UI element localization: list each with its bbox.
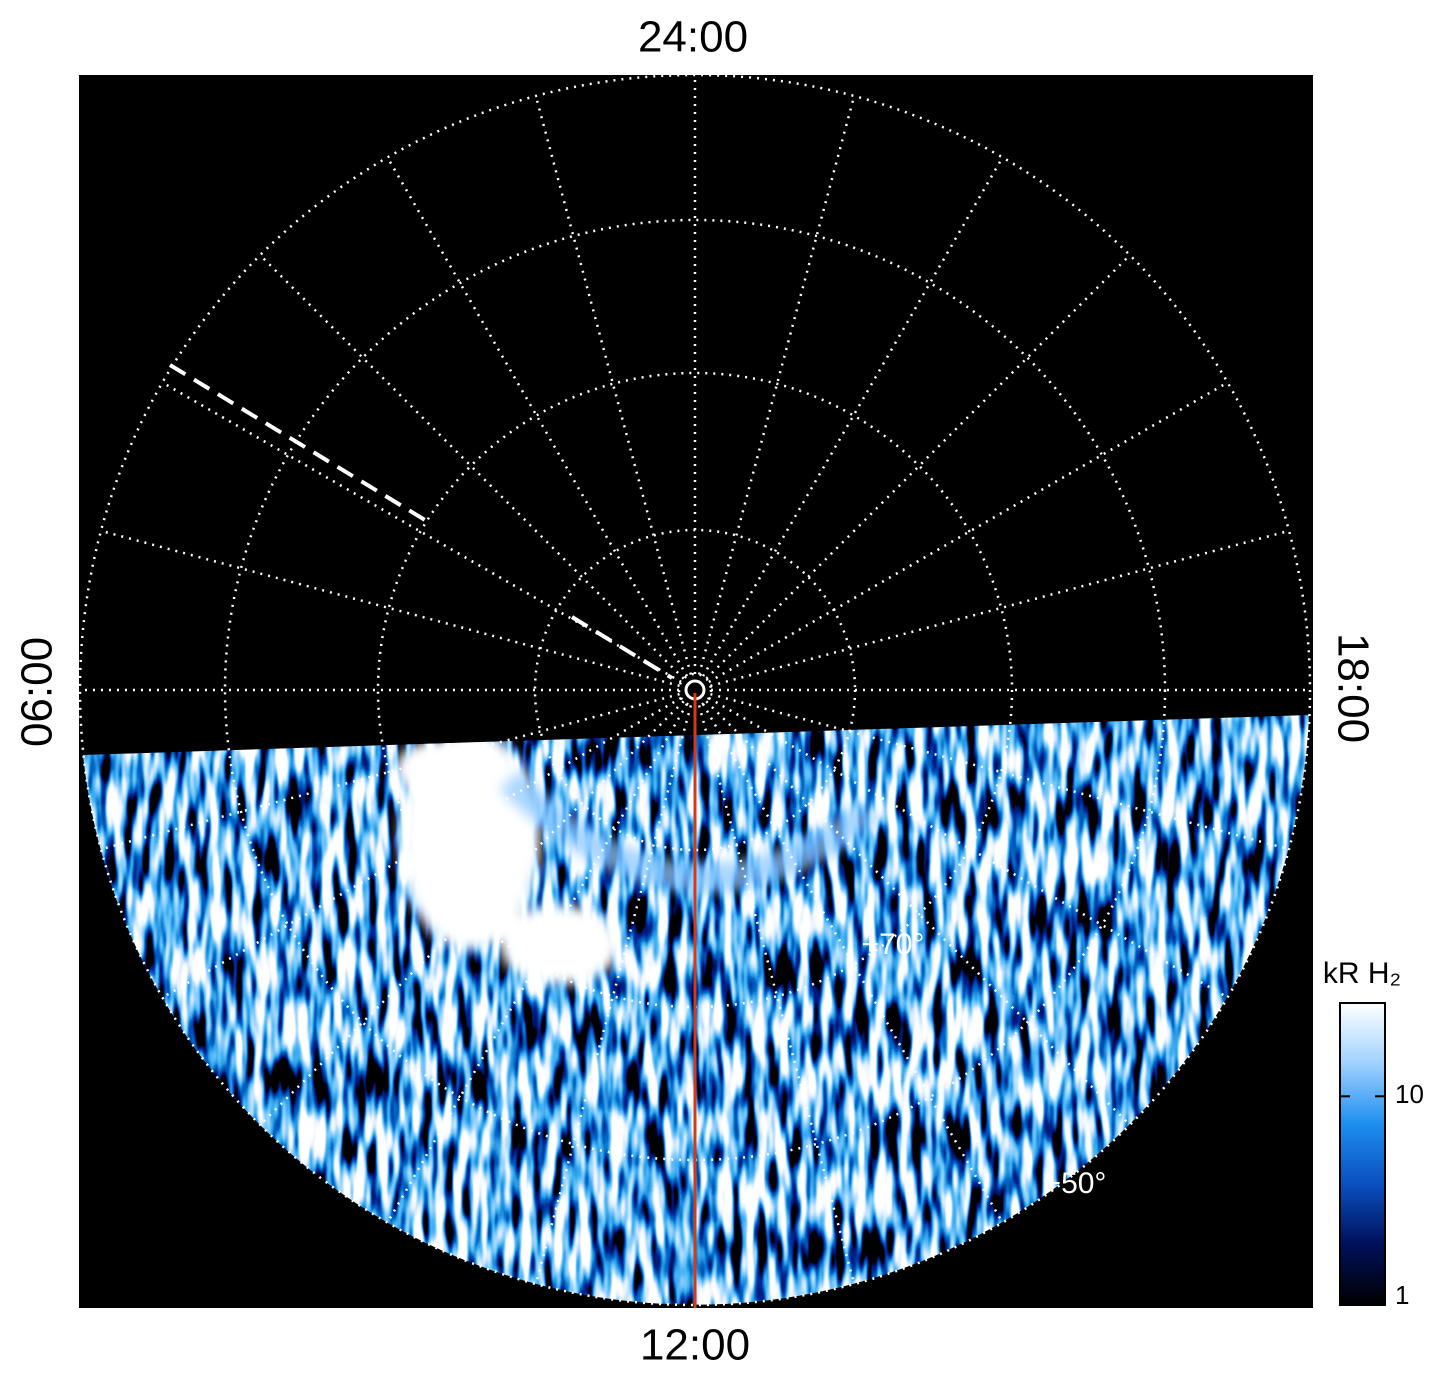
- colorbar-label: kR H₂: [1323, 957, 1401, 990]
- colorbar-tick-label: 10: [1395, 1079, 1424, 1109]
- lt-label: 06:00: [13, 637, 62, 747]
- dashed-line: [570, 615, 674, 680]
- colorbar: [1339, 1002, 1386, 1306]
- lt-label: 18:00: [1328, 633, 1377, 743]
- lt-label: 12:00: [640, 1321, 750, 1370]
- grid-circle: [223, 218, 1167, 1162]
- lat-label: +70°: [862, 928, 925, 961]
- colorbar-ticks: 1 10: [1340, 1079, 1424, 1310]
- arc-glow: [500, 770, 880, 894]
- grid-circle: [78, 73, 1312, 1307]
- colorbar-tick-label: 1: [1395, 1280, 1409, 1310]
- lt-label: 24:00: [638, 13, 748, 62]
- lat-label: +50°: [1044, 1167, 1107, 1200]
- dashed-line: [168, 363, 427, 522]
